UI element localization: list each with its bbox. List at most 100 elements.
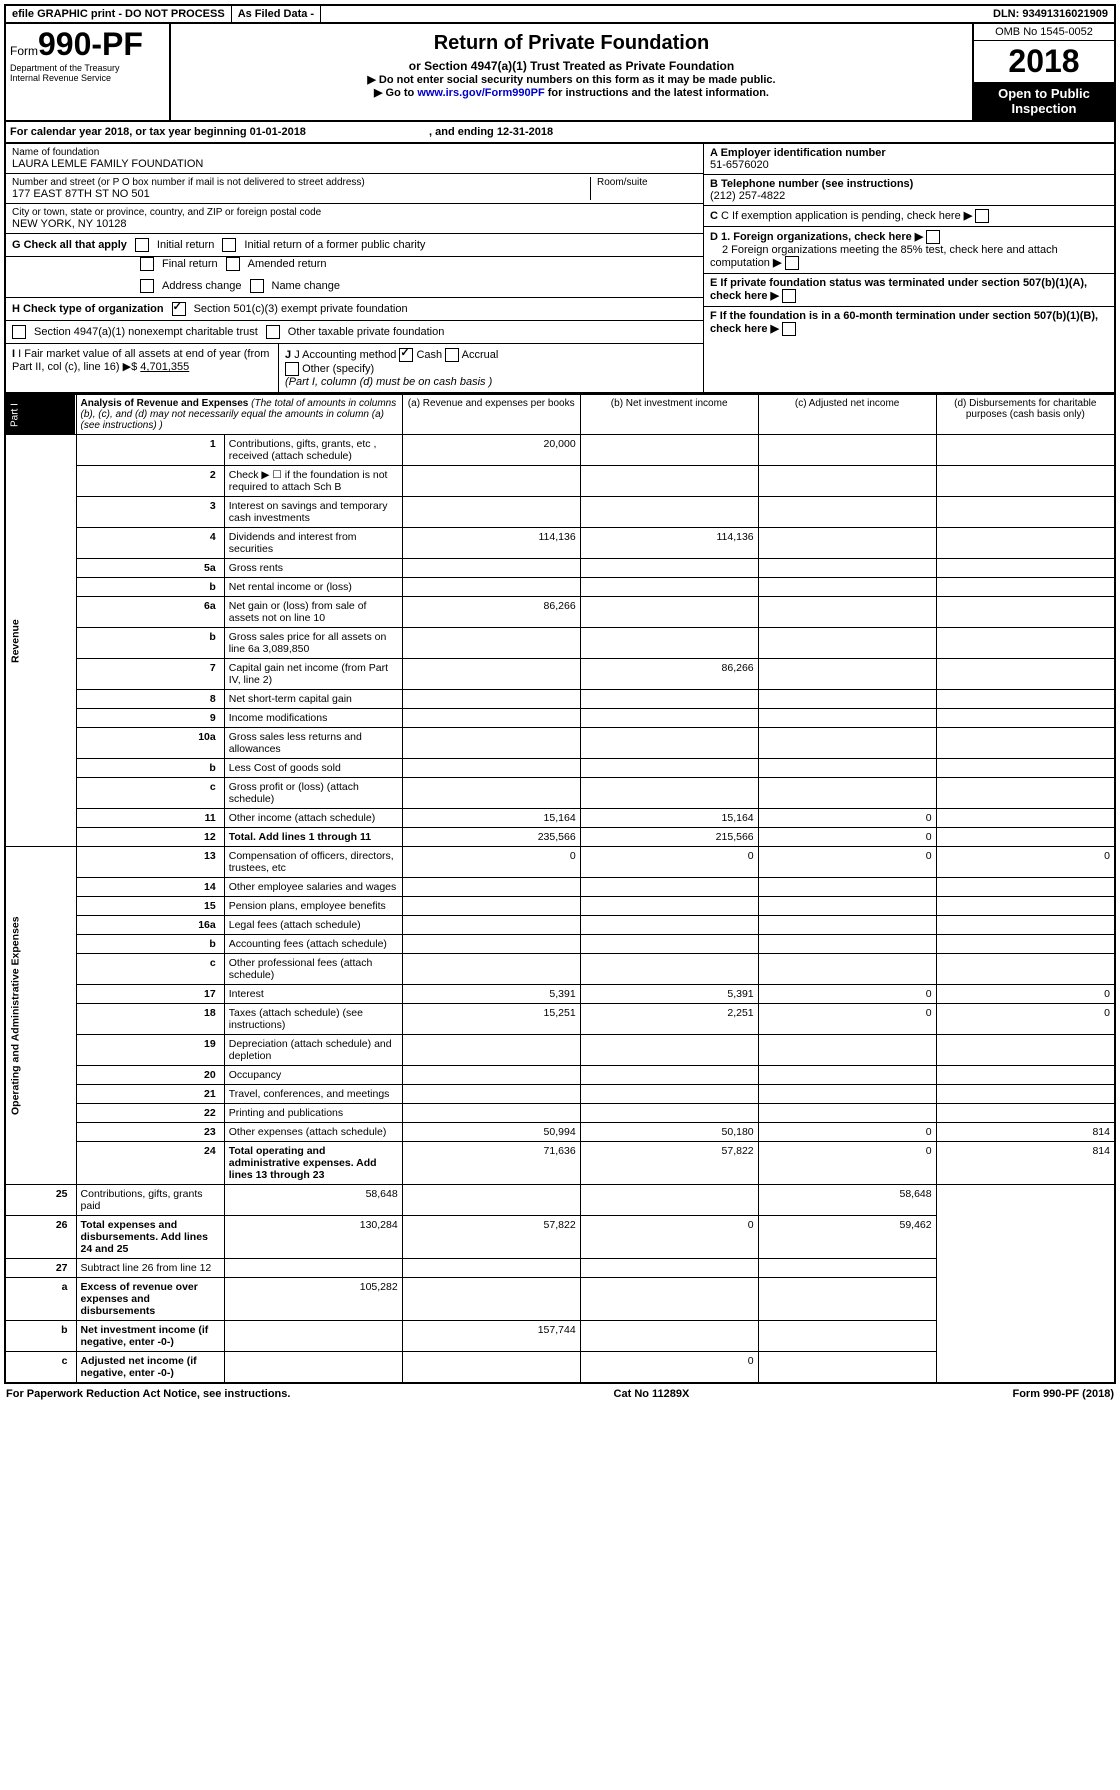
row-num: 25 xyxy=(5,1185,76,1216)
row-desc: Subtract line 26 from line 12 xyxy=(76,1259,224,1278)
row-desc: Interest xyxy=(224,985,402,1004)
cell-value: 235,566 xyxy=(402,828,580,847)
initial-return-checkbox[interactable] xyxy=(135,238,149,252)
cell-value xyxy=(580,1185,758,1216)
name-change-checkbox[interactable] xyxy=(250,279,264,293)
ij-row: I I Fair market value of all assets at e… xyxy=(6,344,703,392)
cell-value xyxy=(758,916,936,935)
other-taxable-checkbox[interactable] xyxy=(266,325,280,339)
terminated-checkbox[interactable] xyxy=(782,289,796,303)
row-num: 11 xyxy=(76,809,224,828)
cell-value xyxy=(936,435,1115,466)
row-num: 14 xyxy=(76,878,224,897)
cell-value xyxy=(758,954,936,985)
irs-link[interactable]: www.irs.gov/Form990PF xyxy=(417,87,544,99)
part1-title: Analysis of Revenue and Expenses xyxy=(81,398,249,409)
row-num: 24 xyxy=(76,1142,224,1185)
amended-return-checkbox[interactable] xyxy=(226,257,240,271)
row-desc: Contributions, gifts, grants paid xyxy=(76,1185,224,1216)
row-desc: Compensation of officers, directors, tru… xyxy=(224,847,402,878)
cell-value xyxy=(758,935,936,954)
other-method-checkbox[interactable] xyxy=(285,362,299,376)
cell-value xyxy=(758,578,936,597)
cell-value xyxy=(758,1035,936,1066)
cell-value xyxy=(580,435,758,466)
instr-link: ▶ Go to www.irs.gov/Form990PF for instru… xyxy=(175,86,968,99)
year-box: OMB No 1545-0052 2018 Open to Public Ins… xyxy=(972,24,1114,120)
entity-info: Name of foundation LAURA LEMLE FAMILY FO… xyxy=(4,144,1116,394)
4947a1-checkbox[interactable] xyxy=(12,325,26,339)
accrual-checkbox[interactable] xyxy=(445,348,459,362)
cell-value xyxy=(580,628,758,659)
cell-value: 114,136 xyxy=(580,528,758,559)
cell-value: 50,994 xyxy=(402,1123,580,1142)
row-num: 23 xyxy=(76,1123,224,1142)
address-change-checkbox[interactable] xyxy=(140,279,154,293)
cell-value xyxy=(580,1321,758,1352)
col-d-header: (d) Disbursements for charitable purpose… xyxy=(936,395,1115,435)
form-title: Return of Private Foundation xyxy=(175,32,968,55)
final-return-checkbox[interactable] xyxy=(140,257,154,271)
initial-former-checkbox[interactable] xyxy=(222,238,236,252)
cell-value xyxy=(580,935,758,954)
cell-value xyxy=(936,916,1115,935)
e-cell: E If private foundation status was termi… xyxy=(704,274,1114,307)
cell-value: 71,636 xyxy=(402,1142,580,1185)
cell-value xyxy=(758,466,936,497)
row-desc: Interest on savings and temporary cash i… xyxy=(224,497,402,528)
row-desc: Excess of revenue over expenses and disb… xyxy=(76,1278,224,1321)
cell-value xyxy=(224,1352,402,1384)
phone-cell: B Telephone number (see instructions) (2… xyxy=(704,175,1114,206)
cell-value xyxy=(758,1352,936,1384)
row-desc: Taxes (attach schedule) (see instruction… xyxy=(224,1004,402,1035)
exemption-pending-checkbox[interactable] xyxy=(975,209,989,223)
cell-value: 0 xyxy=(580,847,758,878)
foreign-org-checkbox[interactable] xyxy=(926,230,940,244)
row-desc: Total expenses and disbursements. Add li… xyxy=(76,1216,224,1259)
cell-value xyxy=(580,559,758,578)
row-desc: Accounting fees (attach schedule) xyxy=(224,935,402,954)
cell-value xyxy=(402,935,580,954)
cell-value xyxy=(936,1104,1115,1123)
row-num: 10a xyxy=(76,728,224,759)
cell-value xyxy=(580,466,758,497)
60month-checkbox[interactable] xyxy=(782,322,796,336)
cell-value: 0 xyxy=(936,1004,1115,1035)
cell-value xyxy=(402,628,580,659)
row-num: 8 xyxy=(76,690,224,709)
row-num: b xyxy=(76,935,224,954)
cell-value xyxy=(580,1104,758,1123)
f-cell: F If the foundation is in a 60-month ter… xyxy=(704,307,1114,339)
form-id-box: Form990-PF Department of the Treasury In… xyxy=(6,24,171,120)
cell-value xyxy=(402,709,580,728)
part1-table: Part I Analysis of Revenue and Expenses … xyxy=(4,394,1116,1384)
cell-value xyxy=(402,778,580,809)
paperwork-notice: For Paperwork Reduction Act Notice, see … xyxy=(6,1388,290,1400)
row-desc: Adjusted net income (if negative, enter … xyxy=(76,1352,224,1384)
cell-value: 130,284 xyxy=(224,1216,402,1259)
row-desc: Net gain or (loss) from sale of assets n… xyxy=(224,597,402,628)
row-num: a xyxy=(5,1278,76,1321)
cell-value xyxy=(580,897,758,916)
row-num: 6a xyxy=(76,597,224,628)
cell-value xyxy=(402,728,580,759)
cell-value xyxy=(758,628,936,659)
row-desc: Other income (attach schedule) xyxy=(224,809,402,828)
501c3-checkbox[interactable] xyxy=(172,302,186,316)
cell-value: 0 xyxy=(758,828,936,847)
row-num: b xyxy=(76,578,224,597)
cell-value xyxy=(936,528,1115,559)
cell-value xyxy=(402,1104,580,1123)
row-num: 3 xyxy=(76,497,224,528)
cell-value xyxy=(580,916,758,935)
d-cell: D 1. Foreign organizations, check here ▶… xyxy=(704,227,1114,274)
foreign-85-checkbox[interactable] xyxy=(785,256,799,270)
cell-value: 20,000 xyxy=(402,435,580,466)
cell-value xyxy=(936,935,1115,954)
cell-value xyxy=(936,659,1115,690)
cell-value xyxy=(936,828,1115,847)
cell-value xyxy=(580,1259,758,1278)
cash-checkbox[interactable] xyxy=(399,348,413,362)
row-desc: Gross profit or (loss) (attach schedule) xyxy=(224,778,402,809)
row-desc: Total operating and administrative expen… xyxy=(224,1142,402,1185)
